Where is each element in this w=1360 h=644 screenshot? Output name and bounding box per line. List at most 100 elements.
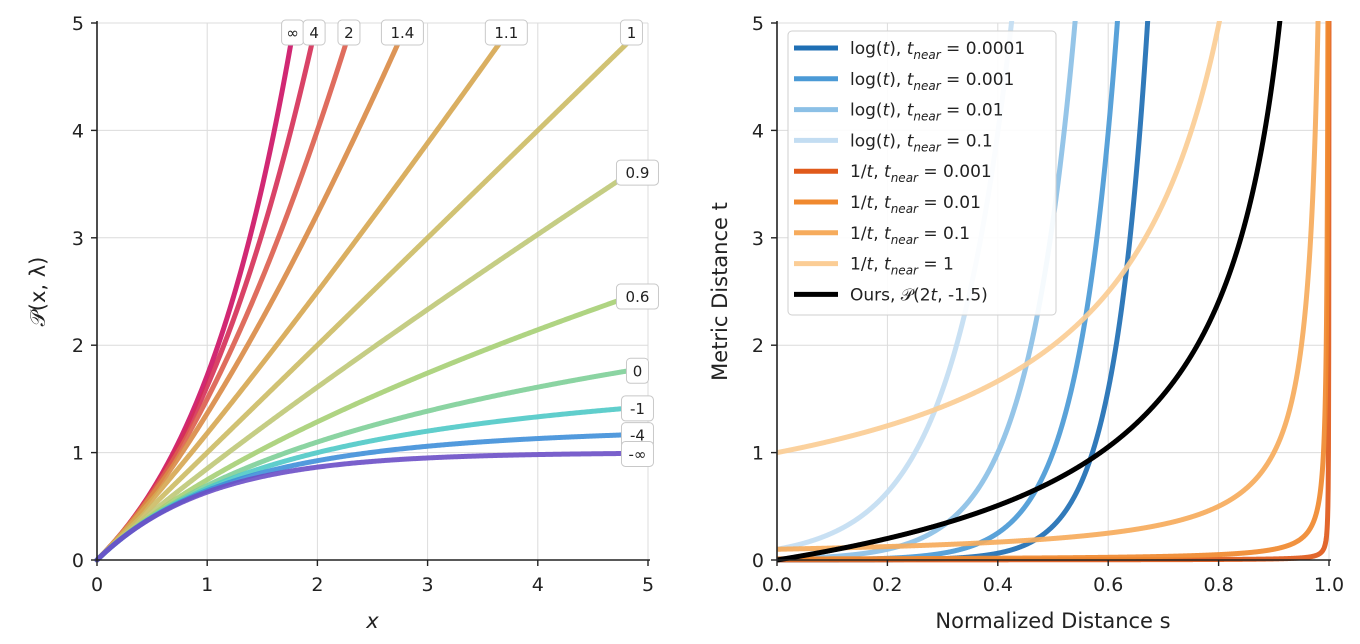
series-line — [776, 0, 1285, 563]
curve-label-box — [620, 395, 654, 422]
curve-label-box — [615, 283, 659, 310]
legend-text-part: t — [867, 193, 875, 213]
legend-text-part: 1/ — [850, 255, 867, 275]
series-line — [776, 0, 1226, 456]
legend-text-part: t — [884, 162, 892, 182]
legend-entry: 1/t, tnear = 0.01 — [850, 193, 981, 216]
curve-label: 0.6 — [626, 288, 650, 306]
legend-text-part: , — [873, 255, 884, 275]
x-tick-label: 0.2 — [872, 574, 902, 596]
x-axis-title: Normalized Distance s — [935, 609, 1170, 633]
x-axis-title: x — [365, 609, 379, 633]
legend-text-part: ), — [889, 101, 906, 121]
curve-label: 1.4 — [390, 24, 414, 42]
legend-entry: log(t), tnear = 0.1 — [850, 131, 993, 154]
legend-text-part: = 0.0001 — [941, 39, 1026, 59]
legend-text-part: 1/ — [850, 162, 867, 182]
legend-text-part: t — [884, 193, 892, 213]
legend-text-part: = 0.1 — [941, 131, 993, 151]
x-tick-label: 0.0 — [762, 574, 792, 596]
curve-label-box — [484, 19, 528, 46]
y-tick-label: 1 — [72, 443, 84, 465]
y-tick-label: 4 — [72, 120, 84, 142]
legend-entry: log(t), tnear = 0.001 — [850, 70, 1014, 93]
legend-text-part: 1/ — [850, 224, 867, 244]
curve-label: 0.9 — [626, 164, 650, 182]
legend-text-part: ), — [889, 39, 906, 59]
curve-label-box — [615, 159, 659, 186]
legend-entry: 1/t, tnear = 1 — [850, 255, 954, 278]
legend-entry: 1/t, tnear = 0.001 — [850, 162, 992, 185]
legend-text-part: t — [883, 131, 891, 151]
curve-label: 1 — [627, 24, 637, 42]
legend-text-part: , — [873, 224, 884, 244]
legend-text-part: ), — [889, 70, 906, 90]
x-tick-label: 0.4 — [983, 574, 1013, 596]
legend-text-part: , — [873, 193, 884, 213]
curve-labels: ∞ 4 2 1.4 1.1 1 0.9 0.6 0 -1 -4-∞ — [281, 19, 659, 467]
legend-text-part: log( — [850, 70, 883, 90]
series-line — [94, 169, 634, 563]
legend-text-part: 1/ — [850, 193, 867, 213]
y-tick-label: 0 — [752, 550, 764, 572]
legend-text-part: = 0.001 — [941, 70, 1015, 90]
curve-label-box — [619, 19, 643, 46]
series-line — [777, 1, 1331, 562]
y-tick-label: 3 — [72, 228, 84, 250]
curve-label-box — [625, 357, 649, 384]
legend-text-part: = 0.001 — [918, 162, 992, 182]
x-tick-label: 0 — [91, 574, 103, 596]
y-tick-label: 0 — [72, 550, 84, 572]
series-line — [94, 450, 634, 563]
curve-label-box — [380, 19, 424, 46]
x-tick-label: 1 — [201, 574, 213, 596]
legend-text-part: log( — [850, 131, 883, 151]
y-tick-label: 3 — [752, 228, 764, 250]
legend-entry: 1/t, tnear = 0.1 — [850, 224, 970, 247]
left-chart: 0 1 2 3 4 5 0 1 2 3 4 5 ∞ 4 2 1.4 1.1 1 0.9 0.6 0 -1 -4-∞ x 𝒫(x,… — [26, 13, 659, 633]
legend-text-part: , -1.5) — [937, 285, 988, 305]
legend-box — [787, 30, 1057, 316]
legend-text-part: t — [867, 224, 875, 244]
y-tick-label: 2 — [752, 335, 764, 357]
y-tick-label: 1 — [752, 443, 764, 465]
plot-top-mask — [775, 0, 1335, 21]
legend-text-part: t — [907, 70, 915, 90]
legend-text-part: t — [883, 70, 891, 90]
legend-text-part: log( — [850, 101, 883, 121]
x-tick-label: 0.6 — [1093, 574, 1123, 596]
legend-text-part: = 0.01 — [918, 193, 981, 213]
legend-text-part: log( — [850, 39, 883, 59]
curves — [94, 31, 634, 563]
y-tick-label: 4 — [752, 120, 764, 142]
legend-text-part: near — [891, 233, 919, 247]
curve-label: -4 — [630, 427, 645, 445]
curve-label-box — [337, 19, 361, 46]
legend-entry: log(t), tnear = 0.01 — [850, 101, 1004, 124]
legend-text-part: t — [883, 101, 891, 121]
y-axis-title: 𝒫(x, λ) — [26, 257, 50, 327]
legend-entry: log(t), tnear = 0.0001 — [850, 39, 1025, 62]
series-line — [776, 1, 1322, 552]
legend-entry: Ours, 𝒫(2t, -1.5) — [850, 285, 988, 305]
series-line — [94, 31, 509, 563]
x-tick-label: 0.8 — [1203, 574, 1233, 596]
legend-text-part: near — [891, 171, 919, 185]
legend-text-part: t — [884, 224, 892, 244]
x-tick-label: 5 — [642, 574, 654, 596]
legend-text-part: = 0.01 — [941, 101, 1004, 121]
legend-text-part: t — [884, 255, 892, 275]
curve-label: 0 — [633, 362, 643, 380]
legend-text-part: near — [891, 264, 919, 278]
legend-text-part: t — [867, 255, 875, 275]
curve-label: 2 — [344, 24, 354, 42]
y-tick-label: 5 — [72, 13, 84, 35]
legend-text-part: t — [867, 162, 875, 182]
x-tick-label: 2 — [311, 574, 323, 596]
y-tick-label: 2 — [72, 335, 84, 357]
y-tick-label: 5 — [752, 13, 764, 35]
legend-text-part: near — [913, 79, 941, 93]
